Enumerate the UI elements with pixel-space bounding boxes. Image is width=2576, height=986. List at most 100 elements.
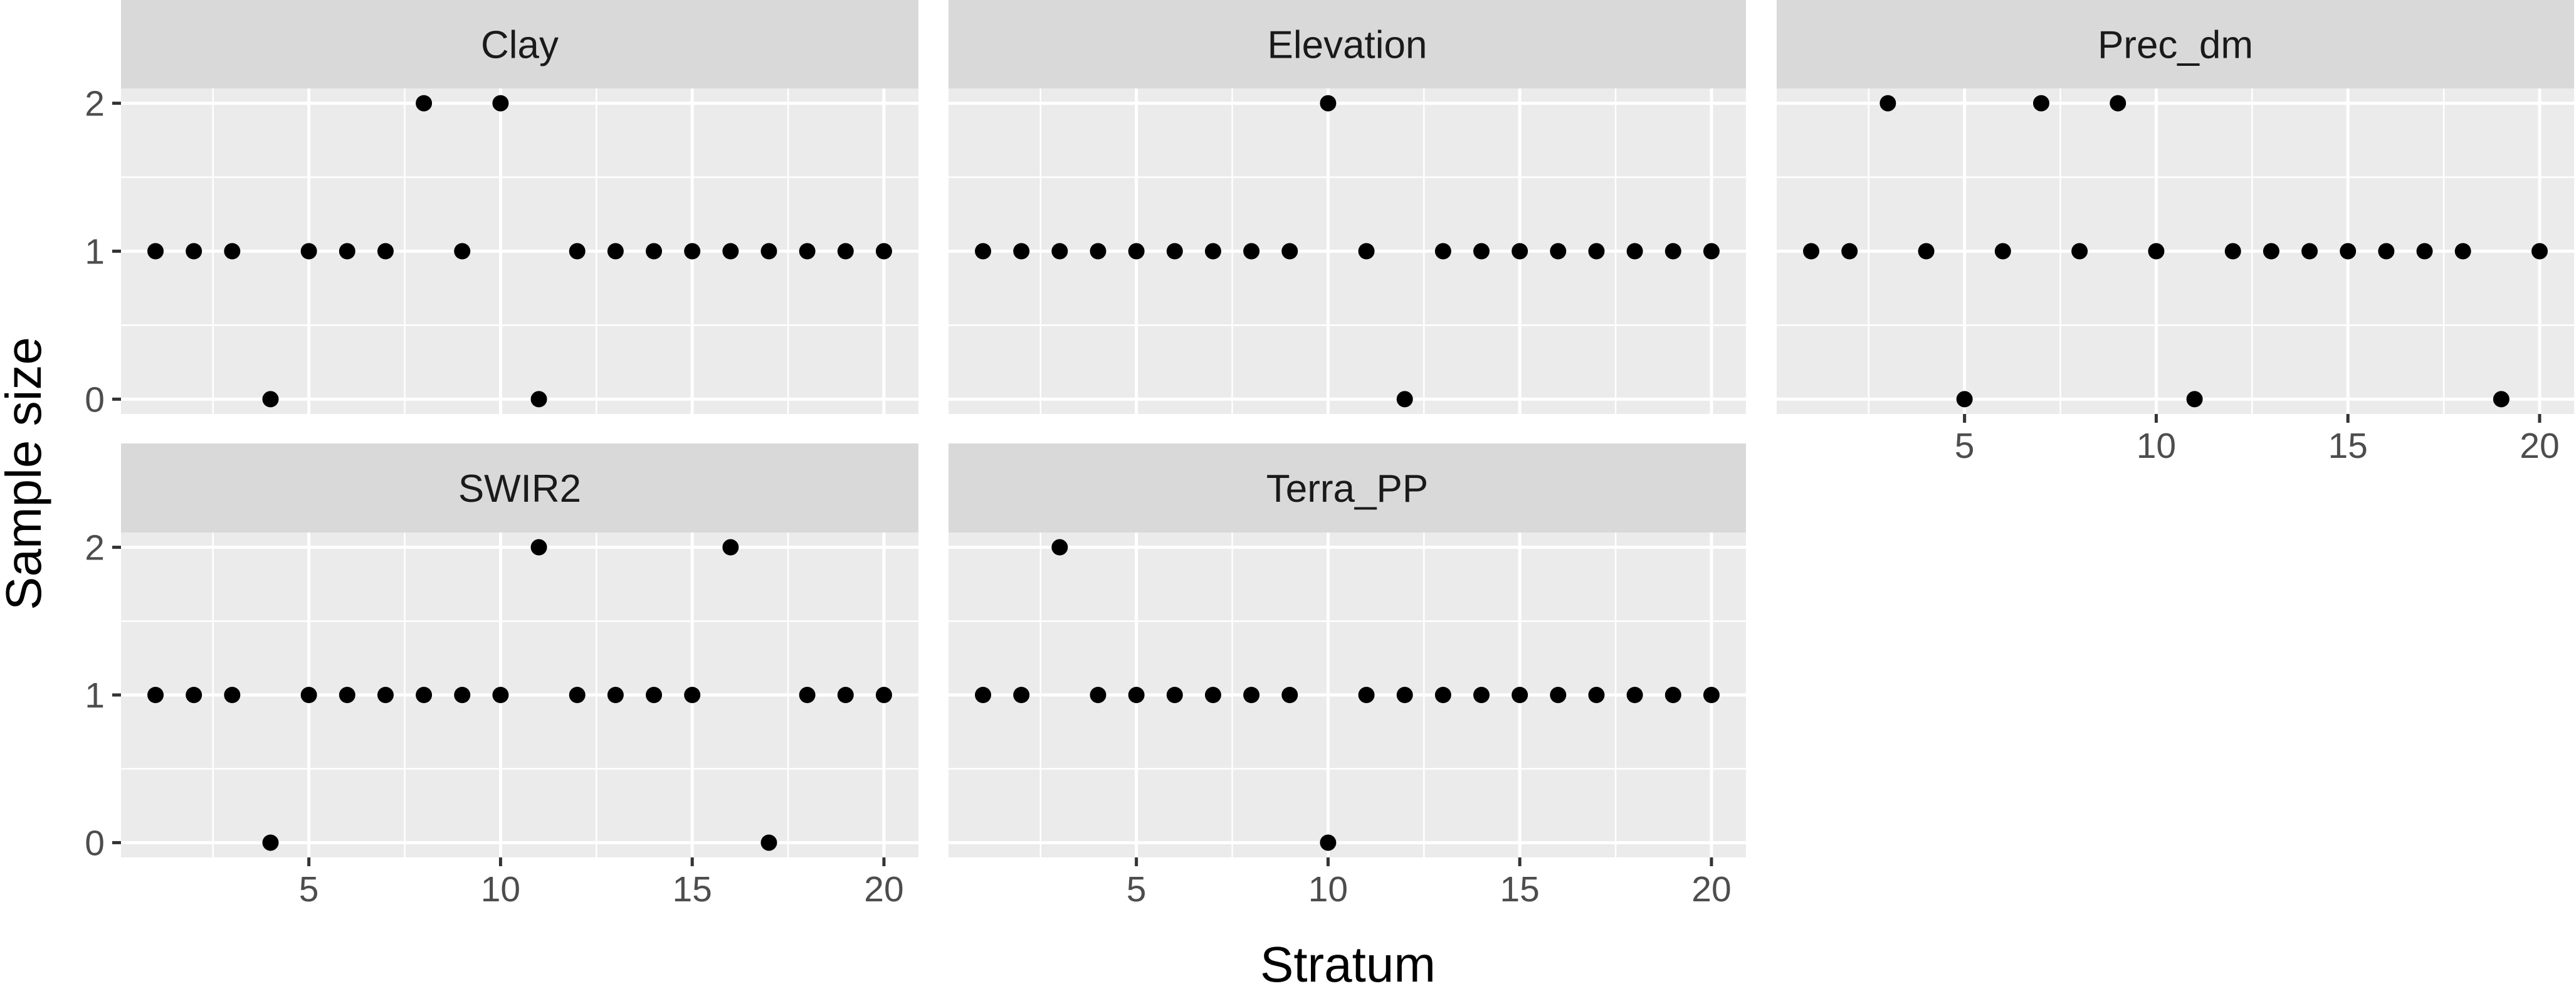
data-point xyxy=(875,243,892,260)
data-point xyxy=(262,834,279,851)
strip-background xyxy=(121,0,918,88)
data-point xyxy=(1090,243,1107,260)
data-point xyxy=(1204,243,1221,260)
data-point xyxy=(530,391,547,408)
x-tick-label: 15 xyxy=(2328,426,2367,466)
data-point xyxy=(377,687,394,703)
data-point xyxy=(300,687,317,703)
data-point xyxy=(1511,687,1528,703)
data-point xyxy=(684,243,701,260)
strip-background xyxy=(121,443,918,533)
data-point xyxy=(2186,391,2203,408)
data-point xyxy=(1166,687,1183,703)
data-point xyxy=(186,687,202,703)
data-point xyxy=(1090,687,1107,703)
data-point xyxy=(147,243,164,260)
panel-prec-dm: Prec_dm 5 10 15 20 xyxy=(1777,0,2574,466)
panels-layer: Clay 0 1 2 Elevation Prec_dm 5 10 15 20 SWIR2 0 1 2 5 1… xyxy=(85,0,2574,909)
data-point xyxy=(1703,243,1720,260)
data-point xyxy=(875,687,892,703)
data-point xyxy=(1473,243,1490,260)
strip-label: Prec_dm xyxy=(2098,24,2253,67)
data-point xyxy=(1626,687,1643,703)
data-point xyxy=(1918,243,1935,260)
data-point xyxy=(2071,243,2088,260)
y-tick-label: 0 xyxy=(85,379,105,420)
data-point xyxy=(2224,243,2241,260)
data-point xyxy=(530,539,547,556)
data-point xyxy=(492,95,509,112)
x-tick-label: 5 xyxy=(1127,869,1147,909)
data-point xyxy=(1358,687,1375,703)
x-tick-label: 10 xyxy=(2137,426,2176,466)
data-point xyxy=(224,687,241,703)
data-point xyxy=(2340,243,2357,260)
data-point xyxy=(684,687,701,703)
data-point xyxy=(2301,243,2318,260)
data-point xyxy=(2416,243,2433,260)
data-point xyxy=(1281,687,1298,703)
data-point xyxy=(1841,243,1858,260)
data-point xyxy=(1803,243,1820,260)
data-point xyxy=(1320,834,1337,851)
data-point xyxy=(300,243,317,260)
data-point xyxy=(147,687,164,703)
data-point xyxy=(1434,243,1451,260)
data-point xyxy=(1550,243,1567,260)
data-point xyxy=(1664,243,1681,260)
y-tick-label: 2 xyxy=(85,84,105,124)
data-point xyxy=(1879,95,1896,112)
y-tick-label: 1 xyxy=(85,232,105,272)
data-point xyxy=(837,687,854,703)
data-point xyxy=(2493,391,2510,408)
data-point xyxy=(2110,95,2127,112)
data-point xyxy=(2531,243,2548,260)
data-point xyxy=(1204,687,1221,703)
x-tick-label: 20 xyxy=(864,869,903,909)
data-point xyxy=(339,687,355,703)
data-point xyxy=(2378,243,2395,260)
data-point xyxy=(1243,243,1260,260)
data-point xyxy=(1166,243,1183,260)
strip-background xyxy=(949,443,1746,533)
data-point xyxy=(1664,687,1681,703)
data-point xyxy=(837,243,854,260)
panel-swir2: SWIR2 0 1 2 5 10 15 20 xyxy=(85,443,918,909)
data-point xyxy=(1703,687,1720,703)
data-point xyxy=(1588,687,1605,703)
data-point xyxy=(799,243,816,260)
strip-background xyxy=(949,0,1746,88)
data-point xyxy=(2148,243,2165,260)
data-point xyxy=(1396,687,1413,703)
data-point xyxy=(454,687,471,703)
data-point xyxy=(1956,391,1973,408)
x-tick-label: 20 xyxy=(2520,426,2559,466)
y-tick-label: 1 xyxy=(85,676,105,716)
data-point xyxy=(607,687,624,703)
data-point xyxy=(1128,243,1145,260)
strip-label: SWIR2 xyxy=(458,467,581,511)
data-point xyxy=(1994,243,2011,260)
data-point xyxy=(1013,243,1030,260)
data-point xyxy=(2263,243,2279,260)
x-tick-label: 10 xyxy=(1308,869,1348,909)
data-point xyxy=(1281,243,1298,260)
y-tick-label: 0 xyxy=(85,823,105,863)
x-tick-label: 15 xyxy=(672,869,712,909)
data-point xyxy=(975,687,992,703)
data-point xyxy=(1434,687,1451,703)
data-point xyxy=(569,687,586,703)
data-point xyxy=(1358,243,1375,260)
y-tick-label: 2 xyxy=(85,528,105,568)
data-point xyxy=(760,834,777,851)
data-point xyxy=(339,243,355,260)
data-point xyxy=(607,243,624,260)
data-point xyxy=(799,687,816,703)
strip-background xyxy=(1777,0,2574,88)
data-point xyxy=(722,539,739,556)
strip-label: Elevation xyxy=(1267,24,1427,67)
strip-label: Terra_PP xyxy=(1266,467,1428,511)
data-point xyxy=(1128,687,1145,703)
data-point xyxy=(492,687,509,703)
